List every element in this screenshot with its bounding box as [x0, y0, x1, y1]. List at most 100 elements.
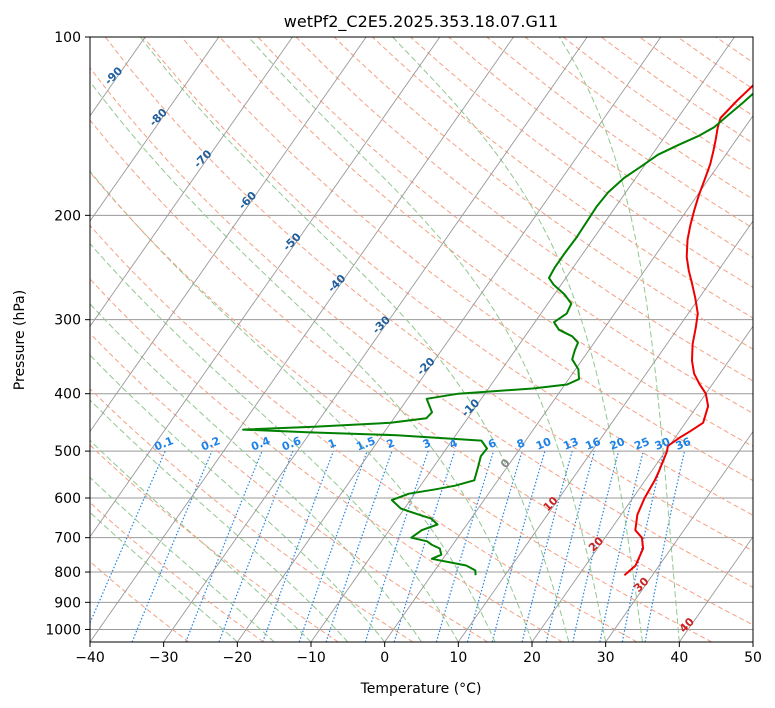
y-axis-ticks: 100 200 300 400 500 600 700 800 900 1000: [45, 30, 90, 638]
dry-adiabat-line: [90, 119, 753, 626]
y-tick-label: 1000: [45, 622, 81, 638]
isotherm-line: [384, 115, 753, 642]
mixing-ratio-line: [298, 450, 368, 642]
mixing-ratio-line: [131, 450, 213, 642]
isotherm-line: [236, 37, 662, 642]
x-tick-label: 10: [449, 650, 467, 666]
isotherm-lines: [0, 37, 753, 642]
y-tick-label: 700: [54, 531, 81, 547]
x-tick-label: −30: [149, 650, 179, 666]
dry-adiabat-label: -30: [370, 313, 393, 336]
isotherm-line: [90, 37, 293, 328]
mixing-ratio-label: 20: [608, 435, 627, 453]
dry-adiabat-line: [333, 37, 753, 350]
isotherm-line: [310, 37, 735, 642]
dry-adiabat-line: [754, 37, 775, 642]
isotherm-line: [0, 37, 72, 642]
moist-adiabat-line: [90, 476, 275, 642]
mixing-ratio-label: 2: [385, 436, 397, 451]
mixing-ratio-line: [90, 450, 166, 625]
dewpoint-trace: [242, 92, 753, 576]
y-tick-label: 600: [54, 491, 81, 507]
mixing-ratio-label: 8: [515, 436, 527, 451]
x-tick-label: 20: [523, 650, 541, 666]
dry-adiabat-line: [90, 388, 414, 642]
mixing-ratio-label: 3: [421, 436, 433, 451]
dry-adiabat-line: [90, 171, 712, 642]
sounding-traces: [242, 84, 753, 576]
x-axis-label: Temperature (°C): [360, 681, 482, 697]
x-tick-label: 40: [670, 650, 688, 666]
dry-adiabat-line: [90, 278, 563, 642]
mixing-ratio-line: [599, 450, 644, 642]
moist-adiabat-line: [90, 242, 459, 642]
dry-adiabat-line: [715, 37, 753, 64]
dry-adiabat-label: -40: [325, 272, 348, 295]
x-tick-label: 30: [597, 650, 615, 666]
isotherm-line: [605, 430, 753, 642]
dry-adiabat-line: [486, 37, 753, 229]
dry-adiabat-label: -50: [281, 230, 304, 253]
mixing-ratio-line: [491, 450, 546, 642]
dry-adiabat-line: [90, 502, 264, 642]
mixing-ratio-label: 10: [534, 435, 553, 453]
moist-adiabat-line: [90, 303, 422, 642]
mixing-ratio-line: [325, 450, 393, 642]
y-tick-label: 500: [54, 444, 81, 460]
y-tick-label: 100: [54, 30, 81, 46]
dry-adiabat-label: 10: [541, 494, 561, 514]
y-axis-label: Pressure (hPa): [12, 290, 28, 390]
dry-adiabat-label: 0: [498, 456, 513, 471]
x-axis-ticks: −40 −30 −20 −10 0 10 20 30 40 50: [75, 642, 762, 666]
mixing-ratio-line: [572, 450, 620, 642]
dry-adiabat-line: [219, 37, 753, 448]
temperature-trace: [623, 84, 753, 576]
mixing-ratio-label: 36: [674, 435, 693, 453]
x-tick-label: 0: [380, 650, 389, 666]
isotherm-line: [90, 37, 514, 642]
mixing-ratio-line: [185, 450, 263, 642]
moist-adiabat-line: [90, 511, 238, 642]
mixing-ratio-line: [521, 450, 573, 642]
isotherm-line: [752, 641, 753, 642]
mixing-ratio-line: [218, 450, 294, 642]
mixing-ratio-label: 1: [326, 436, 338, 451]
isotherm-line: [163, 37, 588, 642]
dry-adiabat-label: 30: [631, 575, 651, 595]
mixing-ratio-label: 13: [561, 435, 580, 453]
dry-adiabat-label: -20: [414, 355, 437, 378]
mixing-ratio-line: [621, 450, 665, 642]
dry-adiabat-line: [90, 444, 339, 642]
dry-adiabat-line: [601, 37, 753, 144]
mixing-ratio-label: 30: [653, 435, 672, 453]
moist-adiabat-lines: [90, 37, 680, 642]
dry-adiabat-line: [639, 37, 753, 117]
moist-adiabat-line: [90, 170, 496, 642]
mixing-ratio-line: [262, 450, 334, 642]
moist-adiabat-line: [90, 354, 386, 642]
moist-adiabat-line: [392, 37, 643, 642]
isobar-gridlines: [90, 37, 753, 630]
x-tick-label: 50: [744, 650, 762, 666]
mixing-ratio-line: [644, 450, 686, 642]
dry-adiabat-line: [90, 67, 753, 588]
dry-adiabat-line: [257, 37, 753, 414]
moist-adiabat-line: [90, 399, 349, 642]
dry-adiabat-line: [90, 560, 190, 642]
moist-adiabat-line: [558, 37, 680, 642]
plot-frame: [89, 36, 754, 643]
y-tick-label: 200: [54, 208, 81, 224]
mixing-ratio-line: [435, 450, 495, 642]
dry-adiabat-lines: [90, 37, 775, 642]
dry-adiabat-line: [448, 37, 753, 259]
isotherm-line: [90, 37, 367, 433]
dry-adiabat-label: -80: [147, 106, 170, 129]
y-tick-label: 900: [54, 595, 81, 611]
moist-adiabat-line: [248, 37, 607, 642]
x-tick-label: −40: [75, 650, 105, 666]
isotherm-line: [678, 535, 753, 642]
moist-adiabat-line: [140, 37, 570, 642]
mixing-ratio-line: [466, 450, 523, 642]
